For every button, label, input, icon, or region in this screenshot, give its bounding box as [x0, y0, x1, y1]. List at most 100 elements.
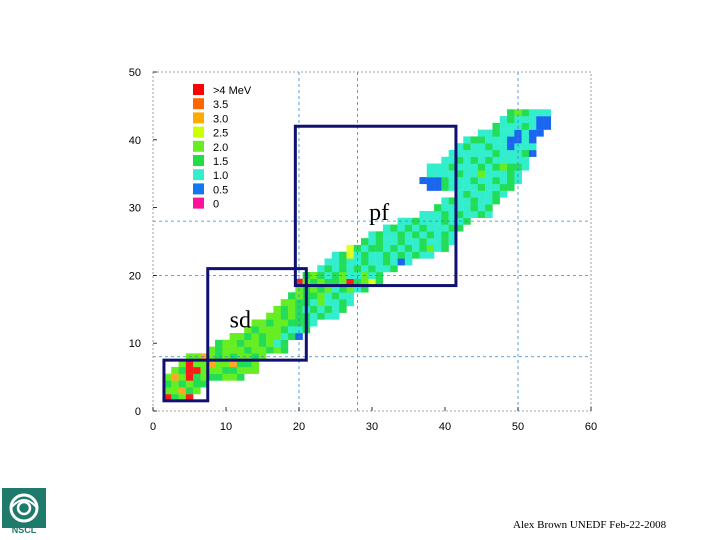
heatmap-cell [375, 244, 384, 252]
heatmap-cell [455, 204, 464, 212]
heatmap-cell [236, 346, 245, 354]
heatmap-cell [222, 346, 230, 354]
heatmap-cell [353, 265, 362, 273]
heatmap-cell [222, 360, 230, 368]
heatmap-cell [346, 278, 354, 286]
heatmap-cell [339, 278, 347, 286]
heatmap-cell [215, 346, 223, 354]
heatmap-cell [477, 190, 486, 198]
legend-swatch [193, 98, 204, 110]
heatmap-cell [448, 210, 457, 218]
heatmap-cell [339, 272, 347, 279]
heatmap-cell [339, 299, 347, 307]
heatmap-cell [528, 109, 537, 117]
heatmap-cell [346, 258, 354, 266]
heatmap-cell [492, 177, 500, 185]
heatmap-cell [251, 360, 260, 368]
heatmap-cell [492, 190, 500, 198]
heatmap-cell [258, 326, 267, 334]
heatmap-cell [514, 170, 522, 178]
heatmap-cell [441, 224, 449, 232]
heatmap-cell [492, 197, 500, 205]
heatmap-cell [477, 183, 486, 191]
heatmap-cell [397, 258, 406, 266]
heatmap-cell [368, 244, 376, 252]
heatmap-cell [404, 251, 413, 259]
heatmap-cell [390, 244, 398, 252]
heatmap-cell [499, 163, 508, 171]
heatmap-cell [288, 299, 296, 307]
heatmap-cell [375, 265, 384, 273]
heatmap-cell [485, 197, 493, 205]
heatmap-cell [507, 116, 515, 124]
heatmap-cell [412, 244, 420, 252]
heatmap-cell [244, 339, 252, 347]
heatmap-cell [266, 339, 274, 347]
heatmap-cell [463, 204, 471, 212]
heatmap-cell [266, 333, 274, 341]
heatmap-cell [163, 373, 172, 381]
heatmap-cell [280, 333, 289, 341]
heatmap-cell [200, 353, 208, 361]
heatmap-cell [288, 333, 296, 341]
heatmap-cell [507, 129, 515, 137]
heatmap-cell [163, 387, 172, 395]
heatmap-cell [485, 183, 493, 191]
heatmap-cell [499, 122, 508, 130]
heatmap-cell [448, 238, 457, 246]
heatmap-cell [470, 204, 479, 212]
heatmap-cell [492, 163, 500, 171]
heatmap-cell [485, 149, 493, 157]
heatmap-cell [543, 109, 552, 117]
heatmap-cell [178, 394, 187, 402]
heatmap-cell [273, 326, 281, 334]
heatmap-cell [171, 366, 179, 374]
heatmap-cell [215, 353, 223, 361]
heatmap-cell [273, 339, 281, 347]
heatmap-cell [528, 149, 537, 157]
heatmap-cell [215, 339, 223, 347]
heatmap-cell [339, 305, 347, 313]
heatmap-cell [251, 339, 260, 347]
heatmap-cell [258, 339, 267, 347]
heatmap-cell [324, 258, 333, 266]
heatmap-cell [499, 149, 508, 157]
heatmap-cell [477, 210, 486, 218]
heatmap-cell [251, 366, 260, 374]
heatmap-cell [244, 353, 252, 361]
heatmap-cell [273, 333, 281, 341]
heatmap-cell [193, 360, 201, 368]
heatmap-cell [448, 170, 457, 178]
heatmap-cell [477, 129, 486, 137]
heatmap-cell [251, 346, 260, 354]
heatmap-cell [375, 258, 384, 266]
heatmap-cell [448, 156, 457, 164]
heatmap-cell [434, 231, 442, 239]
heatmap-cell [382, 244, 391, 252]
heatmap-cell [463, 190, 471, 198]
heatmap-cell [229, 339, 238, 347]
heatmap-cell [419, 231, 427, 239]
heatmap-cell [492, 122, 500, 130]
heatmap-cell [317, 265, 325, 273]
heatmap-cell [368, 265, 376, 273]
heatmap-cell [280, 319, 289, 327]
heatmap-cell [528, 129, 537, 137]
heatmap-cell [361, 251, 369, 259]
heatmap-cell [295, 326, 303, 334]
heatmap-cell [207, 346, 216, 354]
heatmap-cell [492, 143, 500, 151]
heatmap-cell [382, 224, 391, 232]
heatmap-cell [507, 122, 515, 130]
heatmap-cell [499, 116, 508, 124]
heatmap-cell [485, 163, 493, 171]
heatmap-cell [492, 129, 500, 137]
logo-text: NSCL [11, 525, 37, 535]
heatmap-cell [317, 278, 325, 286]
heatmap-cell [448, 224, 457, 232]
heatmap-cell [251, 333, 260, 341]
heatmap-cell [536, 109, 544, 117]
heatmap-cell [229, 373, 238, 381]
heatmap-cell [434, 210, 442, 218]
heatmap-cell [273, 305, 281, 313]
